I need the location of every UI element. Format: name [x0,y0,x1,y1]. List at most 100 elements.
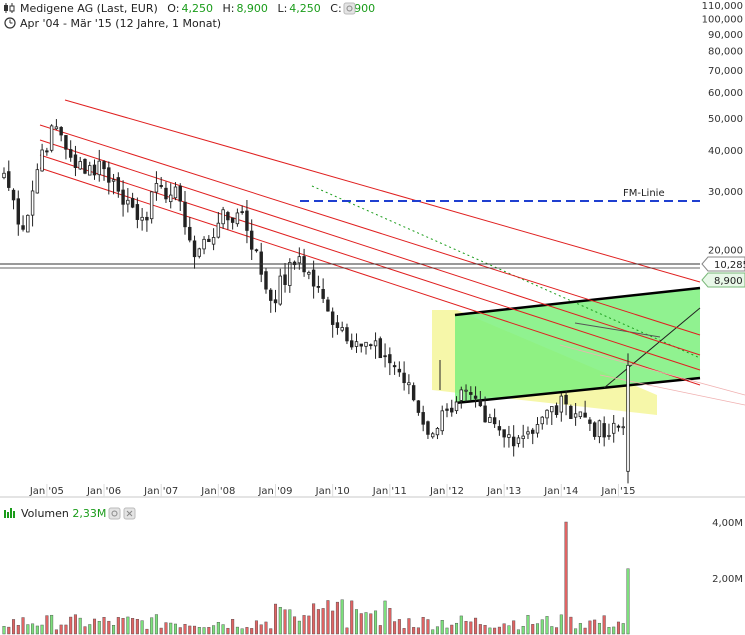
volume-bar [250,628,254,635]
candle [483,396,487,423]
volume-bar [26,624,30,635]
volume-bar [102,617,106,635]
candle [192,235,197,269]
breakout-line [603,307,701,389]
price-tick-label: 80,000 [708,47,743,58]
channel-line [39,124,701,336]
time-tick-label: Jan '10 [315,486,350,497]
price-tick-label: 110,000 [702,1,743,12]
volume-bar [59,624,63,635]
price-tick-label: 60,000 [708,88,743,99]
candle [426,420,430,439]
candle [488,413,492,423]
time-tick-label: Jan '11 [372,486,407,497]
price-tick-label: 50,000 [708,114,743,125]
candle [592,421,597,440]
volume-bar [107,620,111,635]
volume-bar [212,625,216,635]
volume-bar [459,615,463,635]
candle [221,206,225,229]
volume-bar [283,609,287,635]
candle [126,188,130,213]
candle [83,158,87,175]
candle [464,384,468,402]
volume-bar [131,618,135,635]
candle [116,172,121,198]
candle [597,419,602,444]
volume-bar [516,629,520,635]
volume-bar [183,624,187,635]
candle [311,260,316,299]
time-tick-label: Jan '12 [429,486,464,497]
candle [259,242,263,283]
volume-bar [169,622,173,635]
candle [173,182,178,201]
volume-bar [564,521,568,635]
candle [130,192,135,209]
clock-icon [4,17,16,29]
candle [11,188,16,210]
candle [97,149,101,182]
volume-bar [440,620,444,635]
volume-bar [374,610,378,635]
volume-bar [507,625,511,635]
volume-bar [235,626,239,635]
settings-icon[interactable] [343,2,356,15]
svg-text:Medigene AG (Last, EUR): Medigene AG (Last, EUR) O: 4,250 H: 8,900 … [20,2,375,15]
candle [421,405,425,432]
volume-bar [326,600,330,635]
candle [264,268,268,294]
candle [416,400,421,416]
volume-bar [193,625,197,635]
candle [121,180,125,217]
candle [73,145,78,177]
volume-bar [393,621,397,635]
volume-bar [145,628,149,635]
candle [616,424,621,432]
volume-bar [126,616,130,635]
candle [588,417,592,431]
channel-top-line [454,286,701,317]
volume-bar [135,619,139,635]
volume-bar [464,621,468,635]
volume-bar [574,628,578,635]
candle [164,181,168,203]
candle [383,343,387,368]
candle [207,235,211,243]
resistance-line [574,322,661,338]
volume-bar [340,599,344,635]
bar-chart-icon [4,508,15,518]
volume-bar [431,629,435,635]
volume-bar [331,610,335,635]
volume-bar [526,615,530,635]
volume-bar [312,603,316,635]
candle [149,191,154,224]
volume-bar [364,612,368,635]
candle [454,396,459,414]
volume-bar [483,625,487,635]
candle [16,190,20,236]
volume-bar [259,624,263,635]
volume-bar [412,627,416,635]
volume-bar [197,627,201,635]
volume-bar [607,627,611,635]
volume-bar [92,618,97,635]
volume-bar [202,627,206,635]
volume-bar [97,620,101,635]
svg-text:8,900: 8,900 [714,276,743,287]
volume-close-icon[interactable] [123,507,136,520]
candle [211,228,216,251]
candle [68,140,73,162]
volume-settings-icon[interactable] [108,507,121,520]
volume-bar [469,621,473,635]
volume-bar [264,621,268,635]
dotted-trendline [311,185,701,359]
volume-bar [335,601,339,635]
time-axis: Jan '05 Jan '06 Jan '07 Jan '08 Jan '09 Jan '… [29,484,636,497]
volume-bar [435,626,439,635]
candle [507,425,511,448]
volume-bar [288,609,292,635]
volume-bar [154,614,158,635]
time-tick-label: Jan '13 [486,486,521,497]
